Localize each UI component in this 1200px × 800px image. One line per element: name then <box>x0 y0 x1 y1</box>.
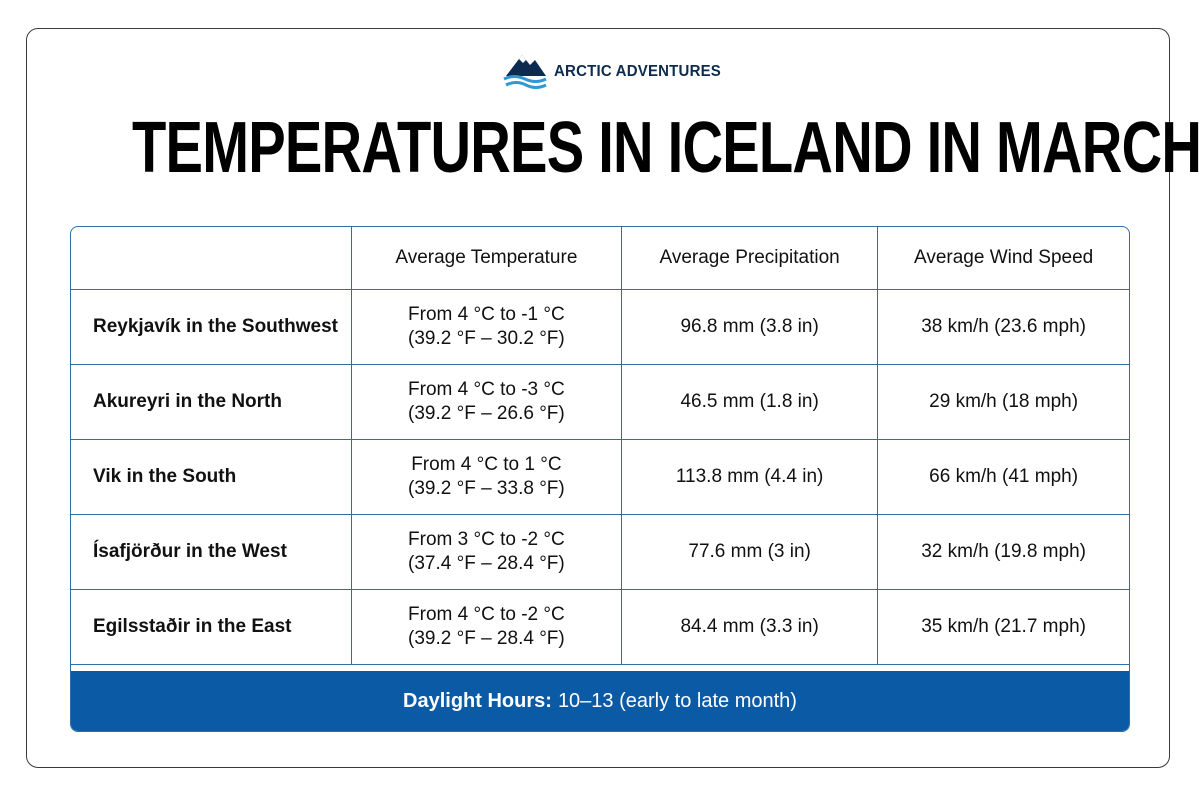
region-cell: Vik in the South <box>71 439 352 515</box>
header-precipitation: Average Precipitation <box>621 227 879 290</box>
wind-speed-cell: 35 km/h (21.7 mph) <box>877 589 1129 665</box>
wind-speed-cell: 38 km/h (23.6 mph) <box>877 289 1129 365</box>
page-title: TEMPERATURES IN ICELAND IN MARCH <box>132 108 1200 188</box>
climate-table: Average Temperature Average Precipitatio… <box>71 227 1129 665</box>
precipitation-cell: 46.5 mm (1.8 in) <box>621 364 879 440</box>
region-cell: Egilsstaðir in the East <box>71 589 352 665</box>
temperature-celsius: From 4 °C to -1 °C <box>408 304 565 325</box>
temperature-cell: From 3 °C to -2 °C (37.4 °F – 28.4 °F) <box>351 514 623 590</box>
header-temperature: Average Temperature <box>351 227 623 290</box>
brand-name: ARCTIC ADVENTURES <box>554 62 722 80</box>
temperature-cell: From 4 °C to -2 °C (39.2 °F – 28.4 °F) <box>351 589 623 665</box>
precipitation-cell: 77.6 mm (3 in) <box>621 514 879 590</box>
temperature-fahrenheit: (37.4 °F – 28.4 °F) <box>408 553 565 574</box>
wind-speed-cell: 29 km/h (18 mph) <box>877 364 1129 440</box>
temperature-fahrenheit: (39.2 °F – 28.4 °F) <box>408 628 565 649</box>
region-cell: Reykjavík in the Southwest <box>71 289 352 365</box>
table-row: Reykjavík in the Southwest From 4 °C to … <box>71 289 1129 365</box>
temperature-fahrenheit: (39.2 °F – 30.2 °F) <box>408 328 565 349</box>
daylight-hours-label: Daylight Hours: <box>403 689 552 712</box>
table-row: Ísafjörður in the West From 3 °C to -2 °… <box>71 514 1129 590</box>
brand-logo[interactable]: ARCTIC ADVENTURES <box>502 52 721 90</box>
header-region <box>71 227 352 290</box>
precipitation-cell: 96.8 mm (3.8 in) <box>621 289 879 365</box>
header-wind-speed: Average Wind Speed <box>877 227 1129 290</box>
daylight-hours-banner: Daylight Hours: 10–13 (early to late mon… <box>71 671 1129 731</box>
temperature-fahrenheit: (39.2 °F – 26.6 °F) <box>408 403 565 424</box>
mountain-waves-icon <box>503 55 547 89</box>
temperature-cell: From 4 °C to -3 °C (39.2 °F – 26.6 °F) <box>351 364 623 440</box>
temperature-celsius: From 4 °C to 1 °C <box>411 454 562 475</box>
temperature-cell: From 4 °C to -1 °C (39.2 °F – 30.2 °F) <box>351 289 623 365</box>
region-cell: Akureyri in the North <box>71 364 352 440</box>
table-header-row: Average Temperature Average Precipitatio… <box>71 227 1129 290</box>
precipitation-cell: 113.8 mm (4.4 in) <box>621 439 879 515</box>
daylight-hours-value: 10–13 (early to late month) <box>557 689 797 712</box>
temperature-cell: From 4 °C to 1 °C (39.2 °F – 33.8 °F) <box>351 439 623 515</box>
wind-speed-cell: 32 km/h (19.8 mph) <box>877 514 1129 590</box>
precipitation-cell: 84.4 mm (3.3 in) <box>621 589 879 665</box>
temperature-fahrenheit: (39.2 °F – 33.8 °F) <box>408 478 565 499</box>
table-row: Egilsstaðir in the East From 4 °C to -2 … <box>71 589 1129 665</box>
climate-table-container: Average Temperature Average Precipitatio… <box>70 226 1130 732</box>
temperature-celsius: From 4 °C to -2 °C <box>408 604 565 625</box>
table-row: Vik in the South From 4 °C to 1 °C (39.2… <box>71 439 1129 515</box>
temperature-celsius: From 4 °C to -3 °C <box>408 379 565 400</box>
table-row: Akureyri in the North From 4 °C to -3 °C… <box>71 364 1129 440</box>
wind-speed-cell: 66 km/h (41 mph) <box>877 439 1129 515</box>
region-cell: Ísafjörður in the West <box>71 514 352 590</box>
temperature-celsius: From 3 °C to -2 °C <box>408 529 565 550</box>
